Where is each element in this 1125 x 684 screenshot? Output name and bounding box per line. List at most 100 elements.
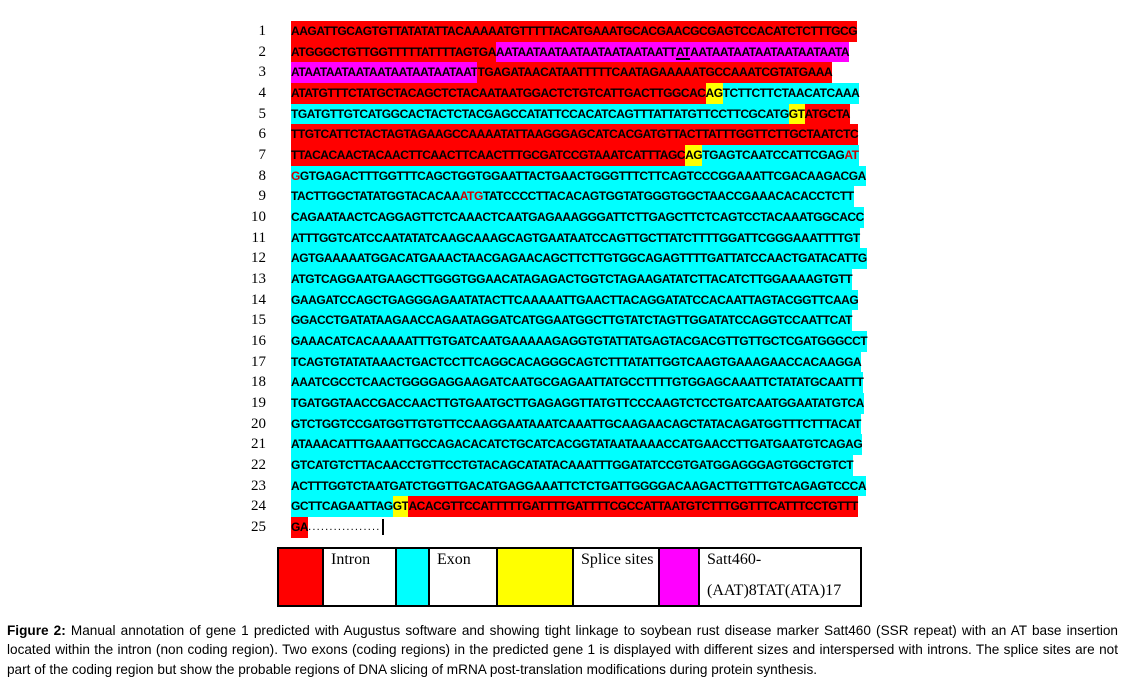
sequence-text: AAGATTGCAGTGTTATATATTACAAAAATGTTTTTACATG… [291,21,858,42]
sequence-segment-exon: TGATGGTAACCGACCAACTTGTGAATGCTTGAGAGGTTAT… [291,393,864,414]
sequence-segment-ssr: AATAATAATAATAATAATAATA [690,41,850,63]
legend-label-splice: Splice sites [574,549,660,605]
sequence-row: 8 G GTGAGACTTTGGTTTCAGCTGGTGGAATTACTGAACTG… [244,165,867,187]
sequence-text: CAGAATAACTCAGGAGTTCTCAAACTCAATGAGAAAGGGA… [291,207,864,228]
sequence-row: 16 GAAACATCACAAAAATTTGTGATCAATGAAAAAGAGGT… [244,331,868,352]
sequence-text: ATTTGGTCATCCAATATATCAAGCAAAGCAGTGAATAATC… [291,227,860,249]
line-number: 20 [251,415,266,432]
line-number: 9 [258,188,267,205]
sequence-segment-plain: ................. [308,521,381,534]
sequence-segment-exon: AGTGAAAAATGGACATGAAACTAACGAGAACAGCTTCTTG… [291,248,867,270]
sequence-text: AAATCGCCTCAACTGGGGAGGAAGATCAATGCGAGAATTA… [291,372,864,394]
line-number: 15 [251,312,266,329]
sequence-row: 2 ATGGGCTGTTGGTTTTTATTTTAGTGA AATAATAATAAT… [244,41,867,63]
sequence-row: 10 CAGAATAACTCAGGAGTTCTCAAACTCAATGAGAAAGG… [244,207,867,228]
line-number: 7 [258,147,267,164]
sequence-row: 14 GAAGATCCAGCTGAGGGAGAATATACTTCAAAAATTGA… [244,289,867,311]
sequence-text: TGATGTTGTCATGGCACTACTCTACGAGCCATATTCCACA… [291,103,850,125]
line-number: 12 [251,250,266,267]
sequence-text: ATGTCAGGAATGAAGCTTGGGTGGAACATAGAGACTGGTC… [291,269,853,290]
sequence-row: 20 GTCTGGTCCGATGGTTGTGTTCCAAGGAATAAATCAAA… [244,413,867,435]
figure-caption: Figure 2: Manual annotation of gene 1 pr… [7,621,1118,679]
sequence-segment-intron: TGAGATAACATAATTTTTCAATAGAAAAATGCCAAATCGT… [477,62,833,84]
sequence-segment-exon: ATGTCAGGAATGAAGCTTGGGTGGAACATAGAGACTGGTC… [291,269,853,290]
sequence-row: 6 TTGTCATTCTACTAGTAGAAGCCAAAATATTAAGGGAGC… [244,124,867,146]
line-number: 24 [251,498,266,515]
sequence-text: G GTGAGACTTTGGTTTCAGCTGGTGGAATTACTGAACTGG… [291,165,866,187]
caption-text: Manual annotation of gene 1 predicted wi… [7,623,1118,677]
sequence-segment-splice: AG [705,83,723,104]
sequence-segment-intron: ACACGTTCCATTTTTGATTTTGATTTTCGCCATTAATGTC… [408,496,858,518]
sequence-segment-exon: GTCTGGTCCGATGGTTGTGTTCCAAGGAATAAATCAAATT… [291,413,861,435]
sequence-text: GGACCTGATATAAGAACCAGAATAGGATCATGGAATGGCT… [291,310,853,332]
sequence-segment-exon: CAGAATAACTCAGGAGTTCTCAAACTCAATGAGAAAGGGA… [291,207,864,228]
line-number: 17 [251,353,266,370]
sequence-segment-exon: TATCCCCTTACACAGTGGTATGGGTGGCTAACCGAAACAC… [482,186,854,208]
legend-label-ssr: Satt460- (AAT)8TAT(ATA)17 [700,549,860,605]
sequence-segment-exon: TCAGTGTATATAAACTGACTCCTTCAGGCACAGGGCAGTC… [291,351,862,373]
line-number: 25 [251,519,266,536]
sequence-segment-exon: ATG [459,186,483,208]
text-cursor[interactable] [382,519,385,536]
legend-swatch-ssr [660,549,700,605]
sequence-text: ACTTTGGTCTAATGATCTGGTTGACATGAGGAAATTCTCT… [291,475,867,497]
sequence-row: 17 TCAGTGTATATAAACTGACTCCTTCAGGCACAGGGCAG… [244,351,867,373]
sequence-row: 25 GA................. [244,517,867,538]
sequence-text: AGTGAAAAATGGACATGAAACTAACGAGAACAGCTTCTTG… [291,248,867,270]
line-number: 21 [251,436,266,453]
sequence-segment-exon: TGAGTCAATCCATTCGAG [702,145,845,166]
sequence-row: 1 AAGATTGCAGTGTTATATATTACAAAAATGTTTTTACAT… [244,21,867,42]
legend-swatch-exon [397,549,430,605]
sequence-row: 11 ATTTGGTCATCCAATATATCAAGCAAAGCAGTGAATAA… [244,227,867,249]
sequence-segment-ssr: ATAATAATAATAATAATAATAATAAT [291,62,478,84]
line-number: 3 [258,64,267,81]
sequence-segment-splice: AG [685,145,703,166]
sequence-segment-splice: GT [392,496,409,518]
sequence-segment-exon: AT [844,145,859,166]
legend-label-exon: Exon [430,549,498,605]
sequence-segment-exon: TCTTCTTCTAACATCAAA [722,83,860,104]
sequence-row: 21 ATAAACATTTGAAATTGCCAGACACATCTGCATCACGG… [244,434,867,456]
line-number: 6 [258,126,267,143]
sequence-text: ATAATAATAATAATAATAATAATAAT TGAGATAACATAAT… [291,62,833,84]
sequence-segment-exon: AAATCGCCTCAACTGGGGAGGAAGATCAATGCGAGAATTA… [291,372,864,394]
sequence-row: 24 GCTTCAGAATTAG GT ACACGTTCCATTTTTGATTTTGA… [244,496,867,518]
sequence-row: 15 GGACCTGATATAAGAACCAGAATAGGATCATGGAATGG… [244,310,867,332]
sequence-row: 7 TTACACAACTACAACTTCAACTTCAACTTTGCGATCCGT… [244,145,867,166]
sequence-text: ATGGGCTGTTGGTTTTTATTTTAGTGA AATAATAATAATA… [291,41,850,63]
line-number: 8 [258,167,267,184]
sequence-text: TGATGGTAACCGACCAACTTGTGAATGCTTGAGAGGTTAT… [291,393,864,414]
legend-swatch-splice [498,549,574,605]
legend: Intron Exon Splice sites Satt460- (AAT)8TAT(… [277,547,862,607]
sequence-segment-exon: G [291,165,300,187]
sequence-text: ATATGTTTCTATGCTACAGCTCTACAATAATGGACTCTGT… [291,83,860,104]
sequence-segment-intron: AAGATTGCAGTGTTATATATTACAAAAATGTTTTTACATG… [291,21,858,42]
line-number: 4 [258,85,267,102]
sequence-block: 1 AAGATTGCAGTGTTATATATTACAAAAATGTTTTTACAT… [244,21,868,538]
line-number: 14 [251,291,266,308]
line-number: 16 [251,333,266,350]
sequence-segment-ssr: AATAATAATAATAATAATAATAATT [495,41,676,63]
sequence-segment-exon: GGACCTGATATAAGAACCAGAATAGGATCATGGAATGGCT… [291,310,853,332]
sequence-text: GAAGATCCAGCTGAGGGAGAATATACTTCAAAAATTGAAC… [291,289,859,311]
sequence-text: TACTTGGCTATATGGTACACAA ATG TATCCCCTTACACAG… [291,186,854,208]
sequence-row: 13 ATGTCAGGAATGAAGCTTGGGTGGAACATAGAGACTGG… [244,269,867,290]
sequence-row: 3 ATAATAATAATAATAATAATAATAAT TGAGATAACATAA… [244,62,867,84]
sequence-segment-splice: GT [788,103,805,125]
sequence-text: TTGTCATTCTACTAGTAGAAGCCAAAATATTAAGGGAGCA… [291,124,859,146]
sequence-segment-intron: ATGGGCTGTTGGTTTTTATTTTAGTGA [291,41,496,63]
sequence-segment-exon: GAAGATCCAGCTGAGGGAGAATATACTTCAAAAATTGAAC… [291,289,859,311]
line-number: 13 [251,271,266,288]
sequence-segment-intron: GA [291,517,309,538]
sequence-segment-exon: ACTTTGGTCTAATGATCTGGTTGACATGAGGAAATTCTCT… [291,475,867,497]
sequence-row: 12 AGTGAAAAATGGACATGAAACTAACGAGAACAGCTTCT… [244,248,867,270]
sequence-segment-intron: ATATGTTTCTATGCTACAGCTCTACAATAATGGACTCTGT… [291,83,706,104]
sequence-segment-intron: TTGTCATTCTACTAGTAGAAGCCAAAATATTAAGGGAGCA… [291,124,859,146]
sequence-segment-exon: ATTTGGTCATCCAATATATCAAGCAAAGCAGTGAATAATC… [291,227,860,249]
line-number: 22 [251,457,266,474]
legend-label-intron: Intron [324,549,397,605]
line-number: 19 [251,395,266,412]
sequence-segment-exon: GAAACATCACAAAAATTTGTGATCAATGAAAAAGAGGTGT… [291,331,868,352]
caption-label: Figure 2: [7,623,66,638]
sequence-row: 19 TGATGGTAACCGACCAACTTGTGAATGCTTGAGAGGTT… [244,393,867,414]
